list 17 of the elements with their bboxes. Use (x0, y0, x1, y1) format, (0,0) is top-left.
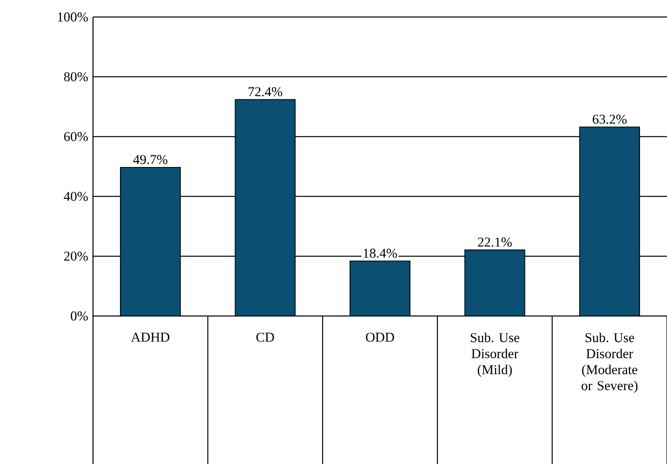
data-label: 49.7% (133, 155, 168, 164)
y-tick-label: 100% (58, 12, 88, 22)
y-tick-label: 0% (70, 311, 88, 321)
data-label: 63.2% (592, 114, 627, 124)
x-tick-label: Sub. Use Disorder (Moderate or Severe) (582, 332, 638, 393)
y-tick-label: 20% (64, 252, 88, 261)
data-label: 18.4% (364, 248, 397, 258)
y-tick-label: 40% (64, 192, 88, 201)
y-tick-label: 80% (64, 72, 88, 82)
x-tick-label: ODD (366, 332, 394, 342)
y-tick-label: 60% (64, 132, 88, 142)
data-label: 72.4% (248, 87, 282, 96)
x-tick-label: Sub. Use Disorder (Mild) (470, 332, 520, 377)
bar (350, 260, 410, 316)
data-label: 22.1% (478, 238, 512, 247)
x-tick-label: CD (256, 332, 274, 342)
x-tick-label: ADHD (131, 332, 170, 342)
